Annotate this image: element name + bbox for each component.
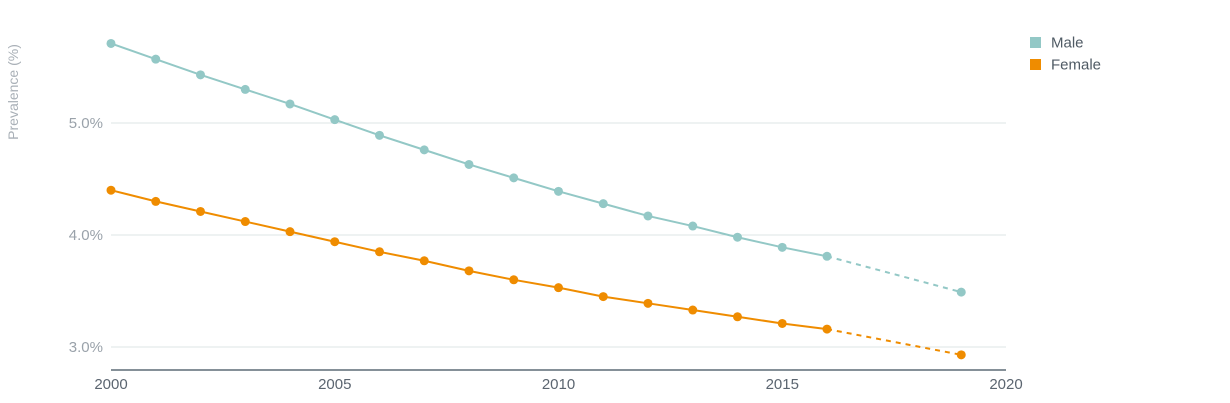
data-point[interactable]	[375, 247, 384, 257]
series-female	[106, 185, 966, 360]
data-point[interactable]	[822, 251, 832, 261]
data-point[interactable]	[196, 70, 205, 80]
data-point[interactable]	[777, 242, 787, 252]
data-point[interactable]	[733, 232, 742, 242]
legend-label[interactable]: Male	[1051, 35, 1084, 52]
data-point[interactable]	[598, 292, 608, 302]
data-point[interactable]	[419, 145, 429, 155]
x-tick-label: 2000	[94, 376, 127, 393]
data-point[interactable]	[598, 199, 608, 209]
data-point[interactable]	[822, 324, 832, 334]
data-point[interactable]	[330, 237, 340, 247]
series-projection-line	[826, 255, 962, 294]
data-point[interactable]	[330, 115, 340, 125]
data-point[interactable]	[688, 305, 698, 315]
data-point[interactable]	[240, 217, 250, 227]
gridlines	[111, 122, 1006, 348]
series-line	[110, 189, 828, 331]
data-point[interactable]	[106, 185, 116, 195]
data-point[interactable]	[240, 84, 250, 94]
data-point[interactable]	[643, 298, 653, 308]
data-point[interactable]	[956, 287, 966, 297]
x-tick-label: 2015	[766, 376, 799, 393]
y-tick-label: 4.0%	[69, 227, 103, 244]
series-male	[106, 38, 966, 297]
data-point[interactable]	[419, 256, 429, 266]
axes: 3.0% 4.0% 5.0% 2000 2005 2010 2015 2020	[69, 115, 1023, 393]
data-point[interactable]	[554, 283, 563, 293]
y-tick-label: 3.0%	[69, 339, 103, 356]
series-line	[110, 42, 828, 258]
y-tick-label: 5.0%	[69, 115, 103, 132]
data-point[interactable]	[777, 318, 787, 328]
data-point[interactable]	[509, 275, 519, 285]
x-tick-label: 2020	[989, 376, 1022, 393]
data-point[interactable]	[509, 173, 519, 183]
data-point[interactable]	[151, 54, 161, 64]
series-projection-line	[826, 328, 962, 356]
data-point[interactable]	[554, 186, 563, 196]
x-tick-label: 2005	[318, 376, 351, 393]
data-point[interactable]	[285, 227, 295, 237]
legend-swatch	[1030, 59, 1041, 70]
data-point[interactable]	[956, 350, 966, 360]
data-point[interactable]	[464, 266, 474, 276]
data-point[interactable]	[196, 206, 205, 216]
data-point[interactable]	[643, 211, 653, 221]
data-point[interactable]	[464, 159, 474, 169]
legend-label[interactable]: Female	[1051, 57, 1101, 74]
legend-swatch	[1030, 37, 1041, 48]
legend: Male Female	[1030, 35, 1101, 74]
series	[106, 38, 966, 360]
data-point[interactable]	[285, 99, 295, 109]
y-axis-label: Prevalence (%)	[5, 44, 21, 140]
data-point[interactable]	[106, 38, 116, 48]
data-point[interactable]	[375, 130, 384, 140]
data-point[interactable]	[688, 221, 698, 231]
x-tick-label: 2010	[542, 376, 575, 393]
data-point[interactable]	[733, 312, 742, 322]
data-point[interactable]	[151, 196, 161, 206]
